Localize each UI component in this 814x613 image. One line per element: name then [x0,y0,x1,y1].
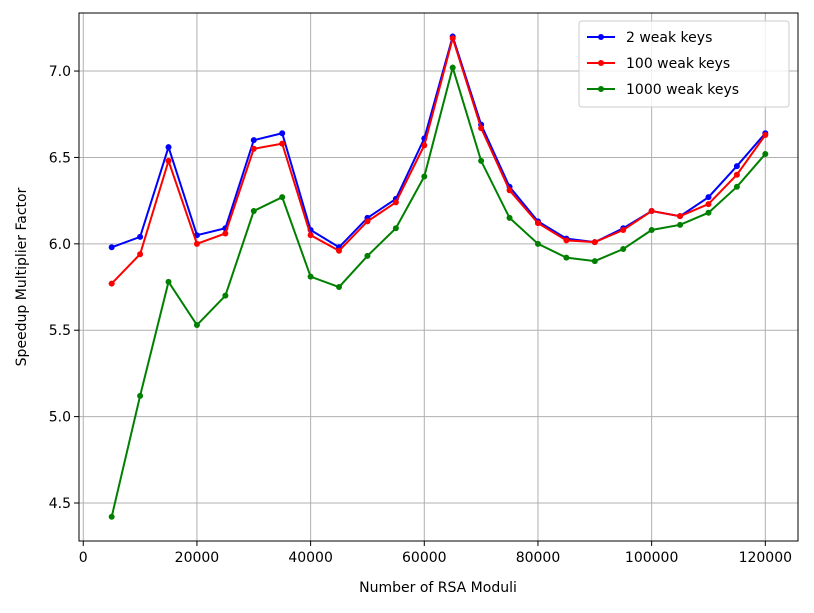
data-point [705,194,712,201]
data-point [677,221,684,228]
data-point [421,142,428,149]
data-point [137,233,144,240]
data-point [165,157,172,164]
data-point [591,258,598,265]
x-tick-label: 20000 [175,550,220,566]
data-point [705,201,712,208]
data-point [563,237,570,244]
data-point [250,137,257,144]
y-tick-label: 5.0 [49,410,71,426]
x-tick-label: 80000 [516,550,561,566]
data-point [733,163,740,170]
data-point [336,284,343,291]
data-point [222,292,229,299]
data-point [307,273,314,280]
series-line [110,63,767,518]
y-axis-label: Speedup Multiplier Factor [14,187,30,366]
data-point [364,218,371,225]
data-point [307,232,314,239]
data-point [506,214,513,221]
x-axis-label: Number of RSA Moduli [359,580,517,596]
data-point [648,227,655,234]
data-point [336,247,343,254]
x-tick-label: 0 [79,550,88,566]
data-point [534,220,541,227]
series-line [110,34,767,285]
data-point [279,194,286,201]
legend-label: 2 weak keys [626,30,712,46]
data-point [478,125,485,132]
y-tick-label: 6.0 [49,237,71,253]
data-point [108,513,115,520]
x-tick-label: 60000 [402,550,447,566]
data-point [165,144,172,151]
x-tick-label: 120000 [739,550,792,566]
data-point [193,322,200,329]
data-point [449,35,456,42]
data-point [762,131,769,138]
data-point [165,278,172,285]
data-point [193,240,200,247]
data-point [762,150,769,157]
data-point [108,244,115,251]
y-tick-label: 7.0 [49,64,71,80]
data-point [620,246,627,253]
data-point [137,251,144,258]
x-tick-label: 40000 [288,550,333,566]
data-point [534,240,541,247]
y-tick-label: 4.5 [49,496,71,512]
data-point [478,157,485,164]
data-point [620,227,627,234]
y-tick-label: 6.5 [49,150,71,166]
data-point [279,140,286,147]
data-point [250,145,257,152]
data-point [364,252,371,259]
legend-marker [598,60,604,66]
data-point [591,239,598,246]
legend-marker [598,86,604,92]
data-point [392,225,399,232]
data-point [677,213,684,220]
data-point [705,209,712,216]
data-point [222,230,229,237]
data-point [506,187,513,194]
x-tick-label: 100000 [625,550,678,566]
data-point [279,130,286,137]
legend-label: 100 weak keys [626,56,730,72]
legend-marker [598,34,604,40]
data-point [733,171,740,178]
data-point [648,208,655,214]
legend-label: 1000 weak keys [626,82,739,98]
data-point [392,199,399,206]
data-point [137,392,144,399]
plot-frame [78,12,799,542]
data-point [421,173,428,180]
y-tick-label: 5.5 [49,323,71,339]
legend-box [578,20,790,108]
data-point [733,183,740,190]
data-point [108,280,115,287]
data-point [563,254,570,261]
data-point [250,208,257,214]
data-point [449,64,456,71]
